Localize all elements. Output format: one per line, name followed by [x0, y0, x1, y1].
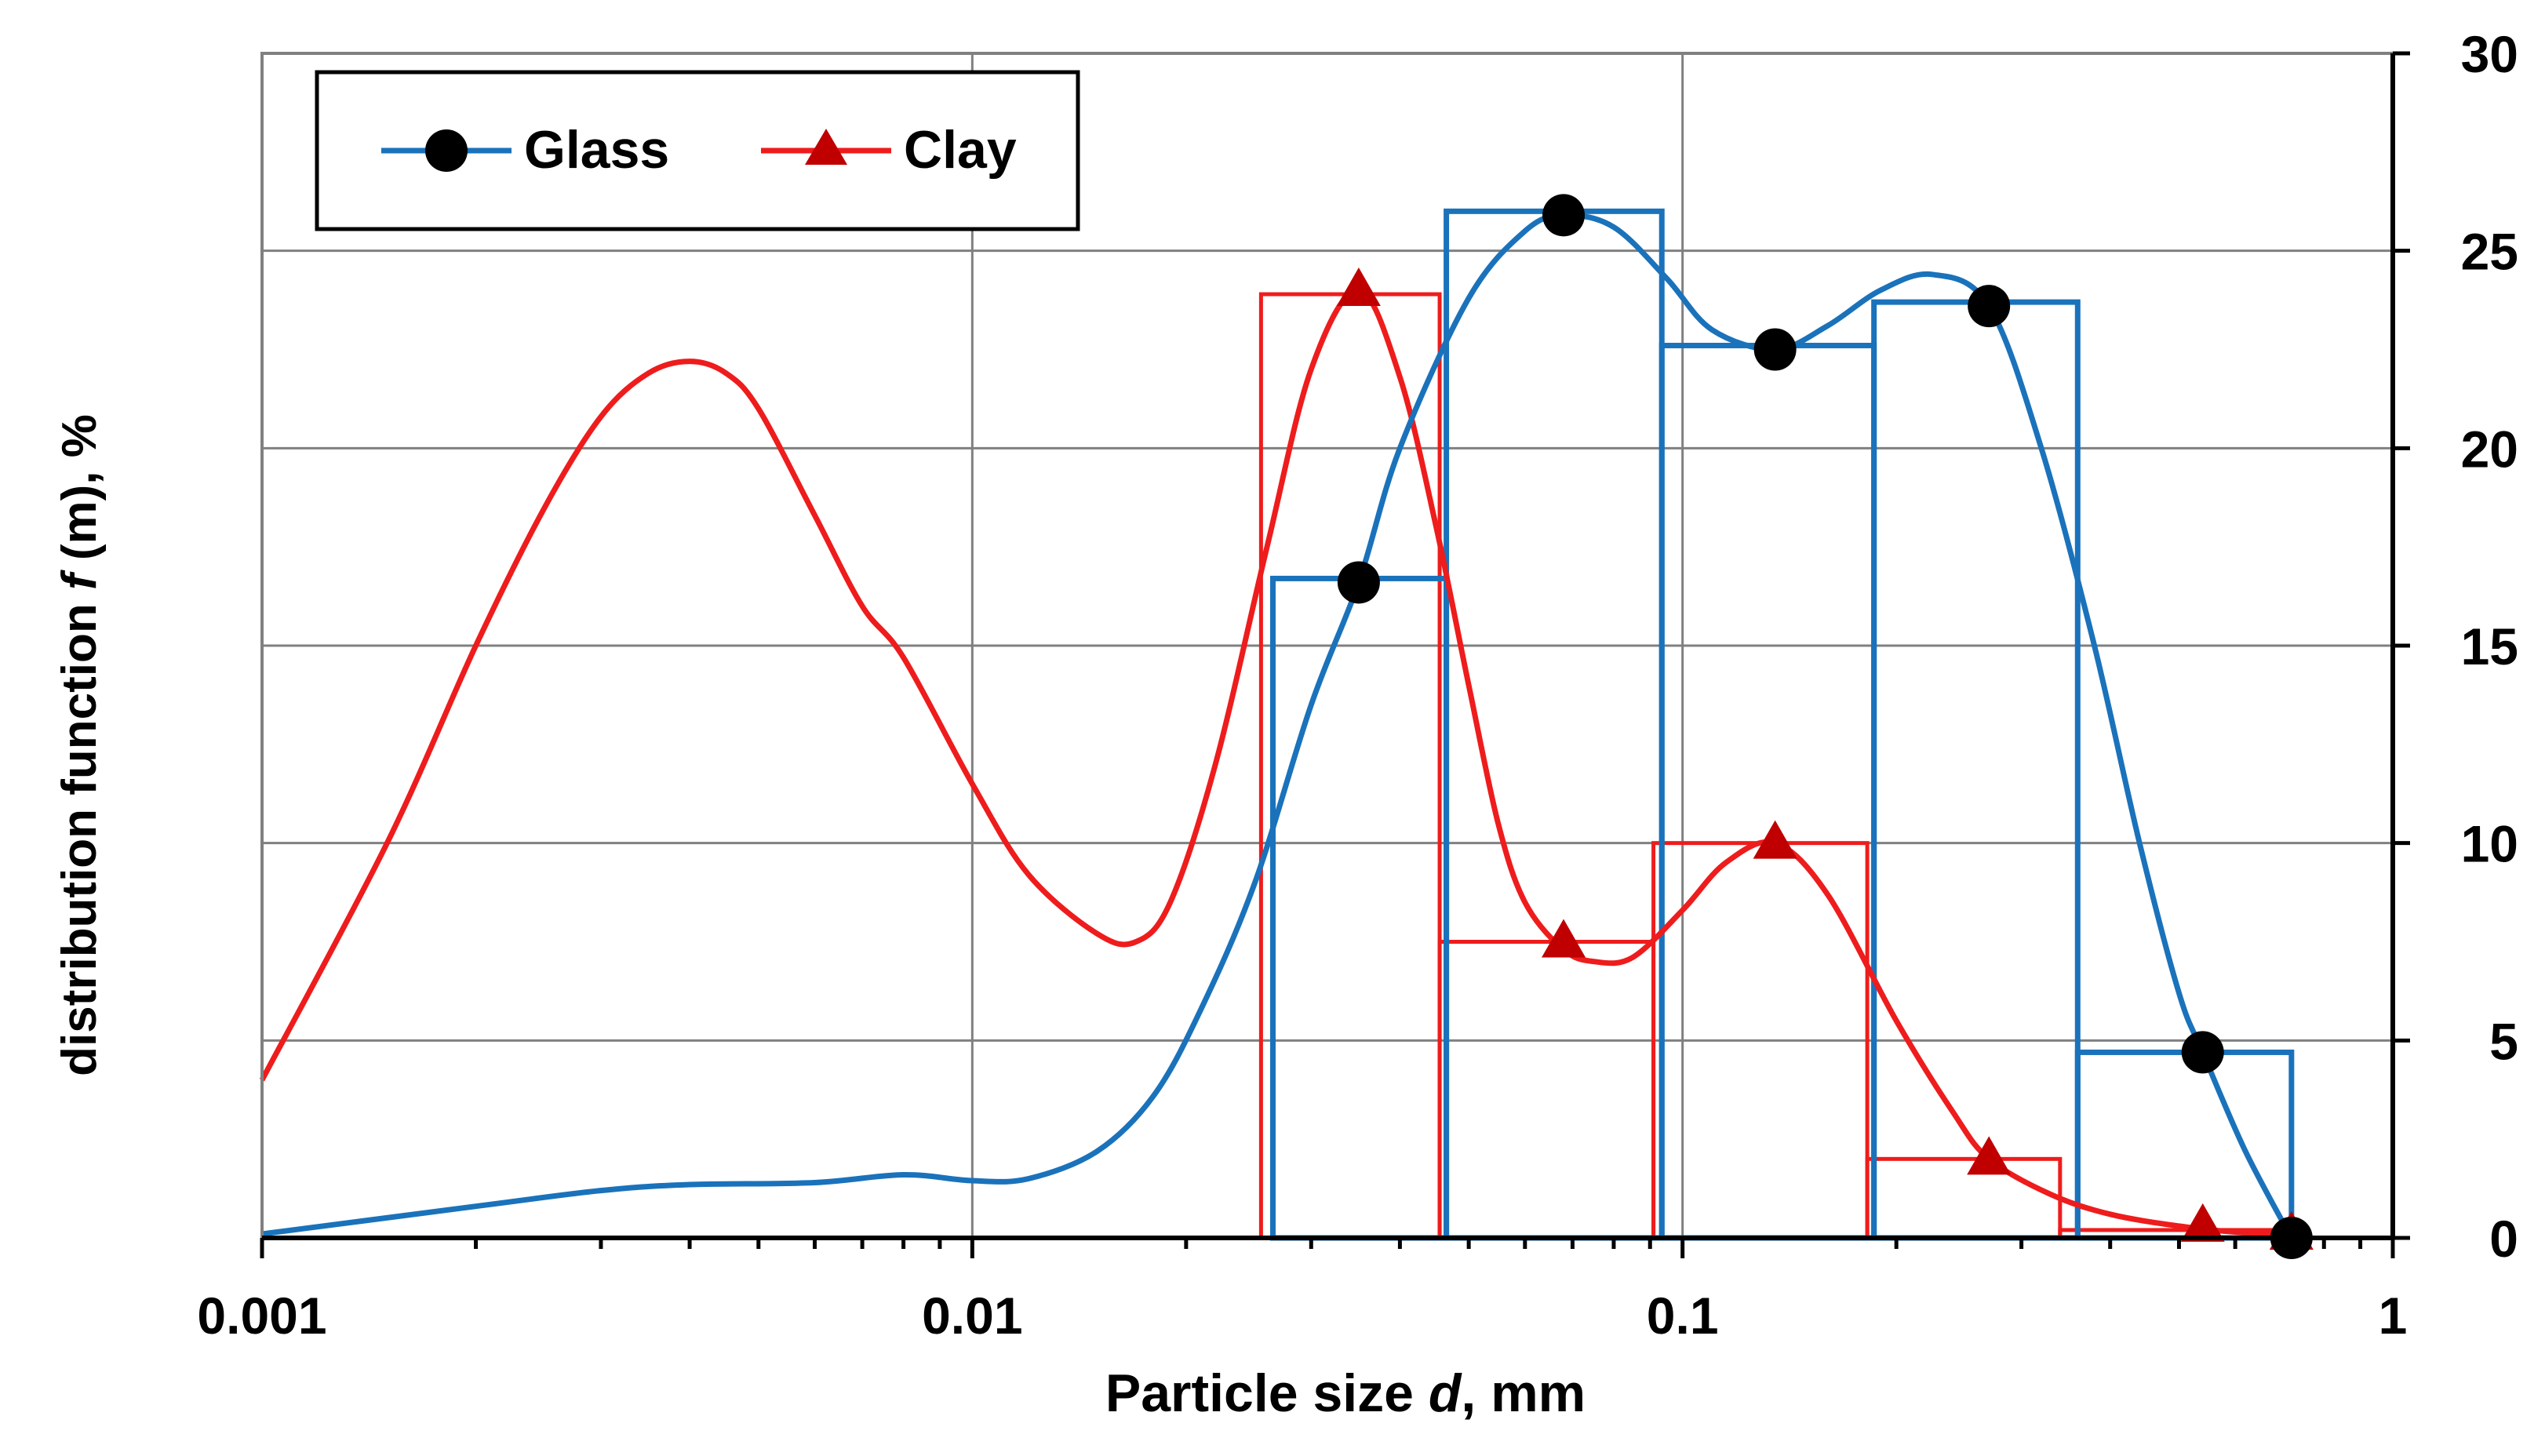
glass-curve	[261, 212, 2294, 1239]
glass-histogram-bar	[2074, 1049, 2295, 1241]
glass-data-point	[1968, 285, 2011, 328]
clay-curve	[259, 287, 2292, 1237]
glass-data-point	[1753, 328, 1797, 371]
legend: Glass Clay	[315, 70, 1080, 231]
legend-glass-label: Glass	[524, 120, 669, 180]
glass-histogram-bar	[1658, 342, 1877, 1241]
x-tick-labels: 0.001 0.01 0.1 1	[197, 1287, 2407, 1345]
clay-histogram-bar	[1865, 1156, 2063, 1240]
y-tick-label: 15	[2461, 617, 2518, 675]
clay-data-point	[1753, 820, 1797, 859]
x-tick-label: 0.01	[922, 1287, 1022, 1345]
glass-data-point	[1542, 194, 1586, 237]
x-tick-label: 0.1	[1647, 1287, 1719, 1345]
series-curves	[259, 212, 2294, 1239]
y-tick-label: 0	[2489, 1210, 2518, 1268]
clay-data-point	[1967, 1136, 2012, 1175]
legend-glass-marker	[425, 129, 468, 172]
clay-data-point	[1542, 919, 1586, 958]
y-tick-label: 20	[2461, 420, 2518, 478]
x-tick-label: 1	[2379, 1287, 2408, 1345]
y-tick-labels: 0 5 10 15 20 25 30	[2461, 25, 2518, 1268]
x-tick-label: 0.001	[197, 1287, 326, 1345]
y-tick-label: 30	[2461, 25, 2518, 83]
legend-clay-label: Clay	[904, 120, 1017, 180]
y-tick-label: 25	[2461, 223, 2518, 281]
series-markers	[1336, 194, 2314, 1259]
glass-data-point	[1337, 561, 1380, 604]
legend-item-glass: Glass	[381, 120, 669, 180]
legend-item-clay: Clay	[761, 120, 1017, 180]
clay-histogram-bar	[1437, 940, 1656, 1240]
y-axis-label: distribution function f (m), %	[53, 414, 107, 1076]
legend-clay-marker	[805, 129, 847, 165]
glass-histogram-bar	[1270, 575, 1450, 1241]
x-axis-label: Particle size d, mm	[1105, 1363, 1586, 1423]
glass-histogram-bar	[1871, 299, 2081, 1241]
y-tick-label: 10	[2461, 815, 2518, 873]
axis-ticks	[260, 51, 2410, 1258]
glass-data-point	[2181, 1031, 2224, 1074]
clay-data-point	[2180, 1203, 2225, 1242]
y-tick-label: 5	[2489, 1012, 2518, 1070]
clay-data-point	[1336, 268, 1381, 306]
clay-histogram-bar	[1258, 292, 1442, 1240]
